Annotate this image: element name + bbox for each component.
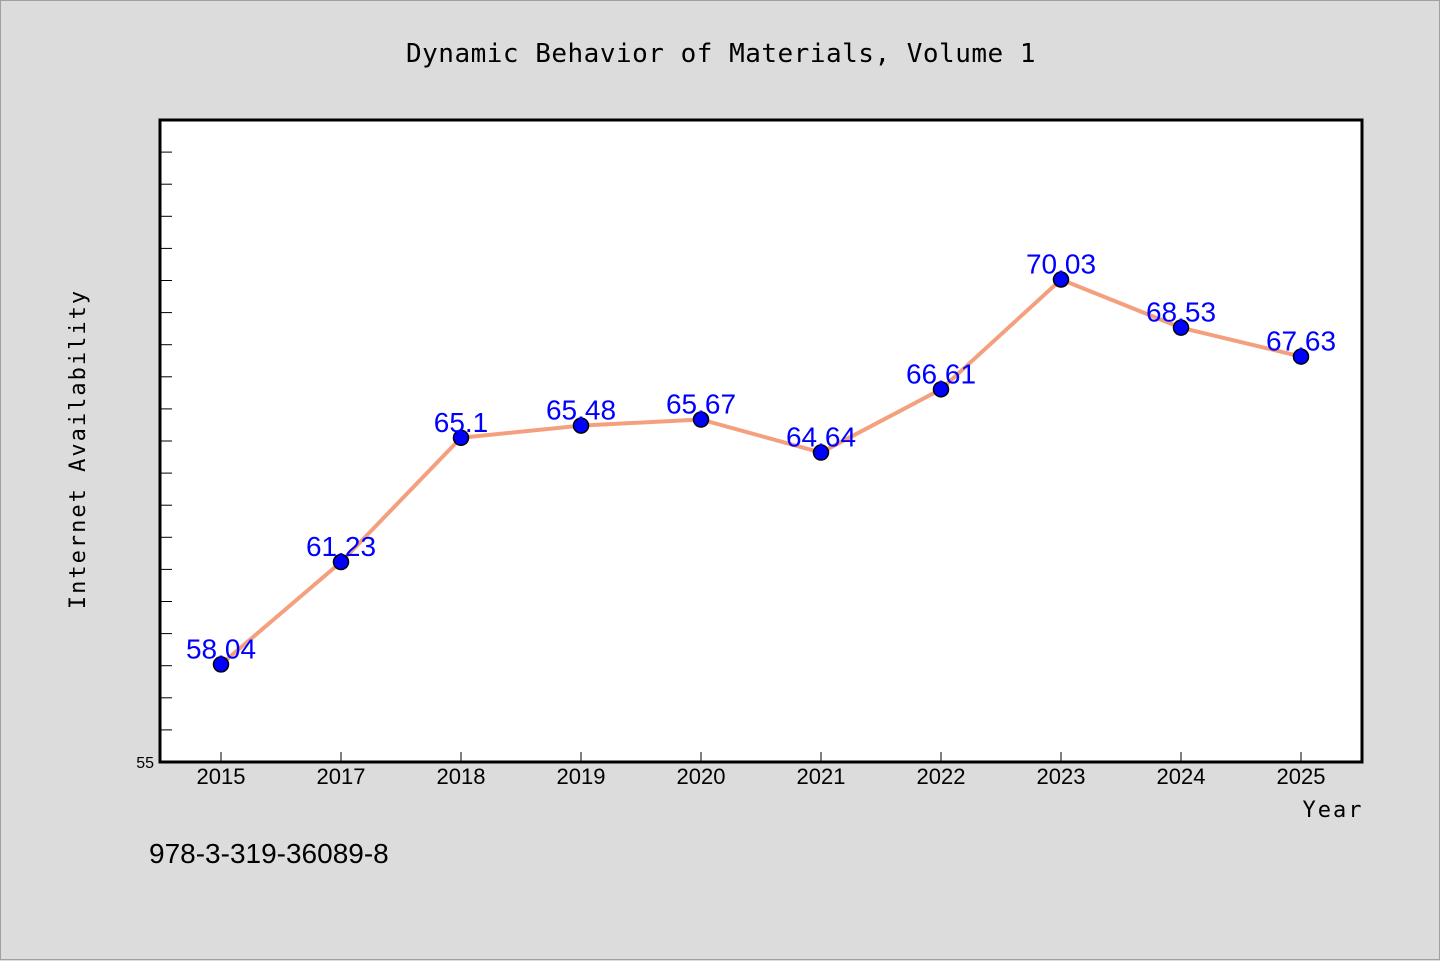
data-point bbox=[1172, 319, 1190, 336]
x-tick-label: 2018 bbox=[437, 764, 486, 789]
data-point bbox=[572, 417, 590, 434]
y-axis-ticks bbox=[160, 151, 172, 731]
x-tick-label: 2015 bbox=[197, 764, 246, 789]
data-point bbox=[1292, 348, 1310, 365]
data-point bbox=[332, 553, 350, 571]
data-label: 70.03 bbox=[1026, 249, 1096, 280]
data-label: 65.1 bbox=[434, 407, 489, 438]
y-tick-label: 55 bbox=[136, 755, 154, 772]
x-axis-label: Year bbox=[1303, 798, 1364, 823]
x-tick-label: 2020 bbox=[677, 764, 726, 789]
data-point bbox=[932, 381, 950, 398]
x-tick-label: 2025 bbox=[1277, 764, 1326, 789]
isbn-footnote: 978-3-319-36089-8 bbox=[149, 838, 389, 869]
x-tick-label: 2023 bbox=[1037, 764, 1086, 789]
data-label: 67.63 bbox=[1266, 326, 1336, 357]
y-axis-label: Internet Availability bbox=[66, 289, 91, 609]
x-axis-ticks bbox=[220, 752, 1302, 762]
data-point bbox=[1052, 271, 1070, 288]
data-point bbox=[692, 411, 710, 428]
data-label: 65.67 bbox=[666, 388, 736, 419]
data-label: 61.23 bbox=[306, 531, 376, 562]
chart-title: Dynamic Behavior of Materials, Volume 1 bbox=[406, 39, 1036, 69]
x-tick-label: 2022 bbox=[917, 764, 966, 789]
x-tick-label: 2017 bbox=[317, 764, 366, 789]
x-axis-tick-labels: 2015 2017 2018 2019 2020 2021 2022 2023 2024 2025 bbox=[197, 764, 1326, 789]
data-label: 58.04 bbox=[186, 633, 256, 664]
data-label: 64.64 bbox=[786, 422, 856, 453]
y-axis-tick-labels: 55 bbox=[136, 755, 154, 772]
x-tick-label: 2024 bbox=[1157, 764, 1206, 789]
data-label: 68.53 bbox=[1146, 297, 1216, 328]
x-tick-label: 2019 bbox=[557, 764, 606, 789]
data-point bbox=[812, 444, 830, 461]
series-line bbox=[219, 277, 1302, 666]
data-point bbox=[452, 429, 470, 447]
plot-area bbox=[158, 118, 1364, 764]
data-label: 65.48 bbox=[546, 395, 616, 426]
x-tick-label: 2021 bbox=[797, 764, 846, 789]
series-layer: 58.04 61.23 65.1 65.48 65.67 64.64 66.61 70.03 6… bbox=[186, 249, 1336, 673]
data-label: 66.61 bbox=[906, 358, 976, 389]
data-point bbox=[212, 656, 230, 673]
